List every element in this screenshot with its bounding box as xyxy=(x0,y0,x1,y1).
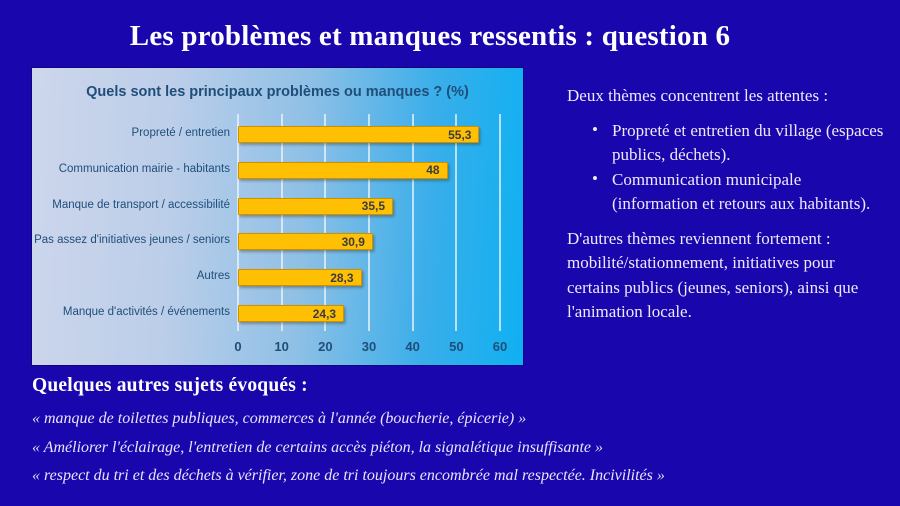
category-label: Pas assez d'initiatives jeunes / seniors xyxy=(34,234,230,247)
bar: 30,9 xyxy=(238,233,373,251)
gridline xyxy=(280,114,283,331)
bullet-icon: • xyxy=(592,168,598,188)
chart-plot-area: 0 10 20 30 40 50 60 Propreté / entretien 55,3 Com… xyxy=(32,68,523,365)
bar: 24,3 xyxy=(238,305,345,322)
bullet-item: • Communication municipale (information … xyxy=(567,168,889,217)
x-axis-tick-label: 0 xyxy=(234,339,242,354)
quotes-section: Quelques autres sujets évoqués : « manqu… xyxy=(32,375,872,496)
bar-value-label: 28,3 xyxy=(330,270,354,285)
quote-line: « manque de toilettes publiques, commerc… xyxy=(32,410,527,427)
bar: 55,3 xyxy=(238,126,480,143)
bullet-item: • Propreté et entretien du village (espa… xyxy=(567,119,889,168)
gridline xyxy=(499,114,501,331)
bar-chart: Quels sont les principaux problèmes ou m… xyxy=(32,68,523,365)
x-axis-tick-label: 60 xyxy=(492,339,508,354)
gridline xyxy=(455,114,458,331)
category-label: Communication mairie - habitants xyxy=(58,162,230,175)
category-label: Manque d'activités / événements xyxy=(62,306,230,318)
bar-value-label: 30,9 xyxy=(341,234,365,249)
gridline xyxy=(324,114,327,331)
gridline xyxy=(368,114,370,331)
commentary-bullet-list: • Propreté et entretien du village (espa… xyxy=(567,119,889,217)
bar: 48 xyxy=(238,161,448,179)
slide-title: Les problèmes et manques ressentis : que… xyxy=(129,20,731,52)
bar-value-label: 24,3 xyxy=(312,306,337,321)
quote-line: « respect du tri et des déchets à vérifi… xyxy=(32,467,665,484)
gridline xyxy=(411,114,414,331)
commentary-paragraph: D'autres thèmes reviennent fortement : m… xyxy=(567,228,859,322)
commentary-intro: Deux thèmes concentrent les attentes : xyxy=(567,86,829,105)
x-axis-tick-label: 50 xyxy=(449,339,464,354)
category-label: Manque de transport / accessibilité xyxy=(52,198,230,211)
bullet-icon: • xyxy=(592,119,598,139)
x-axis-tick-label: 10 xyxy=(274,339,289,354)
gridline xyxy=(237,114,239,331)
commentary-panel: Deux thèmes concentrent les attentes : •… xyxy=(567,84,889,325)
bar-value-label: 35,5 xyxy=(361,199,386,214)
bullet-text: Communication municipale (information et… xyxy=(612,169,871,214)
bar: 35,5 xyxy=(238,197,394,215)
chart-title: Quels sont les principaux problèmes ou m… xyxy=(86,84,469,100)
x-axis-tick-label: 30 xyxy=(361,339,377,354)
category-label: Autres xyxy=(196,270,230,283)
bar: 28,3 xyxy=(238,269,362,287)
quote-line: « Améliorer l'éclairage, l'entretien de … xyxy=(32,438,604,456)
x-axis-tick-label: 20 xyxy=(318,339,333,354)
bar-value-label: 48 xyxy=(426,163,440,178)
quotes-heading: Quelques autres sujets évoqués : xyxy=(32,375,308,396)
category-label: Propreté / entretien xyxy=(131,127,230,139)
x-axis-tick-label: 40 xyxy=(405,339,420,354)
bullet-text: Propreté et entretien du village (espace… xyxy=(612,120,884,165)
bar-value-label: 55,3 xyxy=(448,127,472,142)
